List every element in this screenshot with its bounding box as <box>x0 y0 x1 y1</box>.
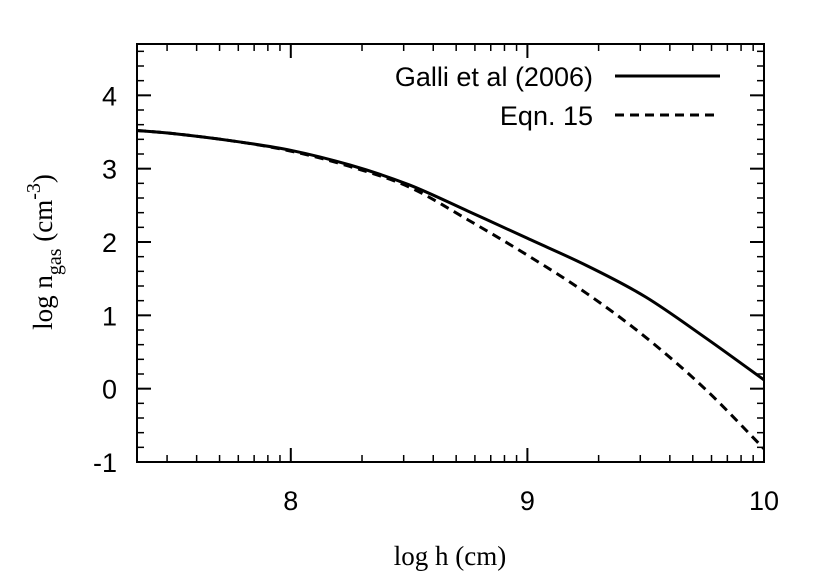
y-axis-label: log ngas (cm-3) <box>23 174 66 330</box>
y-tick-label: 0 <box>102 375 117 405</box>
y-tick-label: 2 <box>102 228 117 258</box>
y-tick-label: 4 <box>102 81 117 111</box>
y-axis-label-base: log n <box>28 275 58 330</box>
y-axis-label-superscript: -3 <box>23 183 45 200</box>
y-tick-labels: -1 0 1 2 3 4 <box>93 81 117 478</box>
series-line-galli-2006 <box>136 129 765 382</box>
x-tick-labels: 8 9 10 <box>283 486 779 516</box>
x-tick-label: 9 <box>520 486 535 516</box>
y-tick-label: 3 <box>102 155 117 185</box>
legend-label: Galli et al (2006) <box>395 62 593 92</box>
minor-ticks <box>137 44 764 462</box>
x-axis-label: log h (cm) <box>394 541 506 571</box>
legend: Galli et al (2006) Eqn. 15 <box>395 62 720 131</box>
x-tick-label: 10 <box>749 486 779 516</box>
series-line-eqn-15 <box>136 129 766 450</box>
y-tick-label: -1 <box>93 448 117 478</box>
legend-label: Eqn. 15 <box>500 101 593 131</box>
plot-frame <box>136 43 765 463</box>
major-ticks <box>137 44 764 463</box>
series-layer <box>136 129 766 450</box>
y-axis-label-unit-close: ) <box>28 174 58 183</box>
x-tick-label: 8 <box>283 486 298 516</box>
y-axis-label-unit-open: (cm <box>28 200 58 249</box>
y-tick-label: 1 <box>102 301 117 331</box>
y-axis-label-subscript: gas <box>44 248 66 275</box>
